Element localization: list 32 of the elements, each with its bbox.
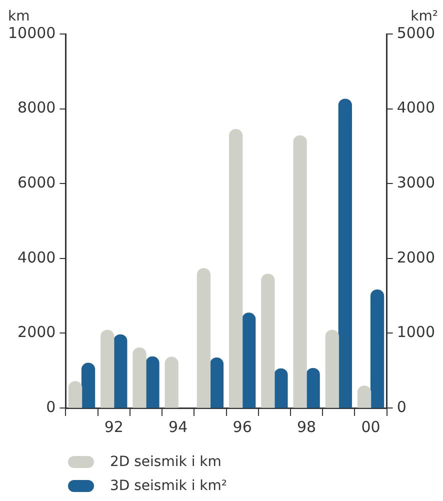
bar (370, 289, 384, 408)
y2-axis-title: km² (410, 8, 438, 25)
x-tick-label: 00 (361, 418, 380, 436)
y2-tick-label: 5000 (396, 24, 436, 42)
x-tick-label: 96 (232, 418, 252, 436)
bar (293, 135, 307, 408)
y2-tick-label: 3000 (396, 173, 436, 192)
bar (196, 268, 211, 408)
y-tick-label: 8000 (18, 98, 56, 117)
bar (338, 98, 352, 408)
bar (357, 386, 372, 408)
y-tick-label: 2000 (18, 323, 56, 342)
bar (274, 368, 288, 408)
y2-tick-label: 2000 (396, 248, 436, 266)
y-tick-label: 0 (46, 398, 56, 416)
bar (325, 330, 339, 408)
y2-tick-label: 1000 (396, 323, 436, 342)
bar (164, 356, 178, 408)
y-tick-label: 6000 (18, 173, 56, 192)
legend-label: 2D seismik i km (110, 454, 222, 470)
x-tick-label: 94 (168, 418, 188, 436)
y-tick-label: 10000 (8, 24, 56, 42)
x-tick-label: 92 (104, 418, 124, 436)
bar (261, 274, 275, 408)
bar (306, 368, 320, 408)
y2-tick-label: 4000 (396, 98, 436, 117)
bar (228, 129, 243, 408)
legend-label: 3D seismik i km² (110, 478, 228, 494)
y2-tick-label: 0 (396, 398, 406, 416)
y-tick-label: 4000 (18, 248, 56, 266)
y-axis-title: km (8, 8, 30, 25)
x-tick-label: 98 (297, 418, 316, 436)
